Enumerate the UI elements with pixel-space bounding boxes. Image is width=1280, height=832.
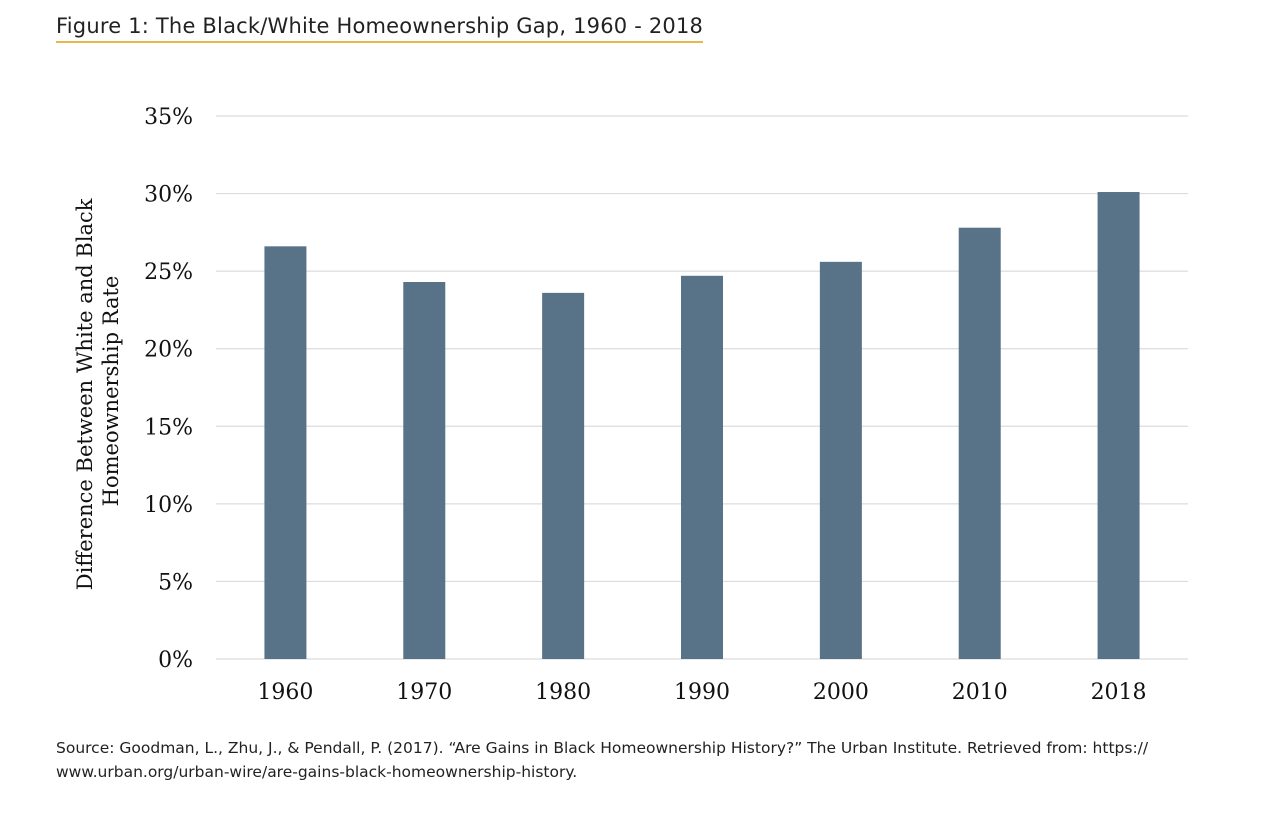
- x-tick-label: 2018: [1091, 680, 1147, 705]
- bar-1990: [681, 275, 723, 659]
- x-tick-label: 1960: [257, 680, 313, 705]
- y-axis-label: Difference Between White and Black Homeo…: [73, 192, 123, 590]
- y-axis-label-line-2: Homeownership Rate: [99, 276, 123, 507]
- y-tick-label: 0%: [158, 648, 193, 673]
- x-tick-label: 1970: [396, 680, 452, 705]
- y-tick-label: 30%: [144, 183, 193, 208]
- x-axis-ticks: 1960 1970 1980 1990 2000 2010 2018: [257, 680, 1146, 705]
- y-tick-label: 20%: [144, 338, 193, 363]
- bar-2000: [819, 261, 862, 659]
- bar-1960: [264, 246, 307, 659]
- y-tick-label: 10%: [144, 493, 193, 518]
- bar-1980: [542, 292, 585, 659]
- y-tick-label: 5%: [158, 570, 193, 595]
- bars: [264, 192, 1140, 659]
- y-tick-label: 25%: [144, 260, 193, 285]
- bar-1970: [403, 282, 446, 659]
- figure-title: Figure 1: The Black/White Homeownership …: [56, 14, 704, 43]
- y-tick-label: 35%: [144, 105, 193, 130]
- x-tick-label: 2010: [952, 680, 1008, 705]
- bar-2010: [958, 227, 1001, 659]
- gridlines: [216, 115, 1188, 660]
- x-tick-label: 1990: [674, 680, 730, 705]
- bar-2018: [1097, 192, 1140, 659]
- bar-chart: 0% 5% 10% 15% 20% 25% 30% 35% 1960 1970 1980 1990 2…: [73, 105, 1188, 705]
- y-tick-label: 15%: [144, 415, 193, 440]
- x-tick-label: 2000: [813, 680, 869, 705]
- y-axis-ticks: 0% 5% 10% 15% 20% 25% 30% 35%: [144, 105, 193, 673]
- y-axis-label-line-1: Difference Between White and Black: [73, 198, 97, 590]
- x-tick-label: 1980: [535, 680, 591, 705]
- source-citation: Source: Goodman, L., Zhu, J., & Pendall,…: [56, 739, 1149, 781]
